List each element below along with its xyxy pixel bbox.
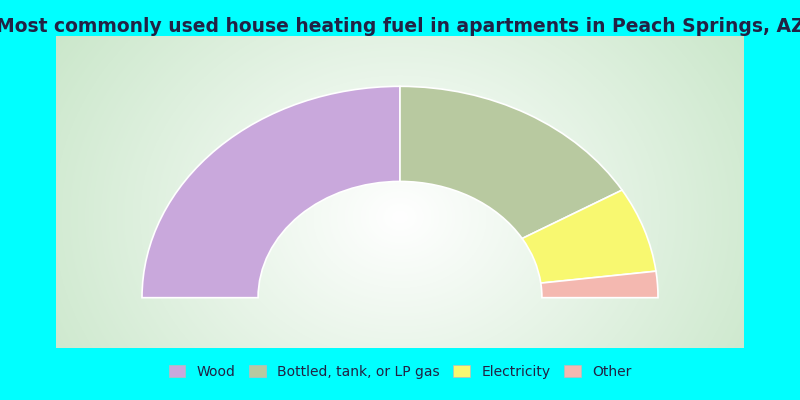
Wedge shape [522,190,656,283]
Legend: Wood, Bottled, tank, or LP gas, Electricity, Other: Wood, Bottled, tank, or LP gas, Electric… [165,361,635,383]
Wedge shape [142,86,400,298]
Wedge shape [541,271,658,298]
Text: Most commonly used house heating fuel in apartments in Peach Springs, AZ: Most commonly used house heating fuel in… [0,17,800,36]
Wedge shape [400,86,622,238]
